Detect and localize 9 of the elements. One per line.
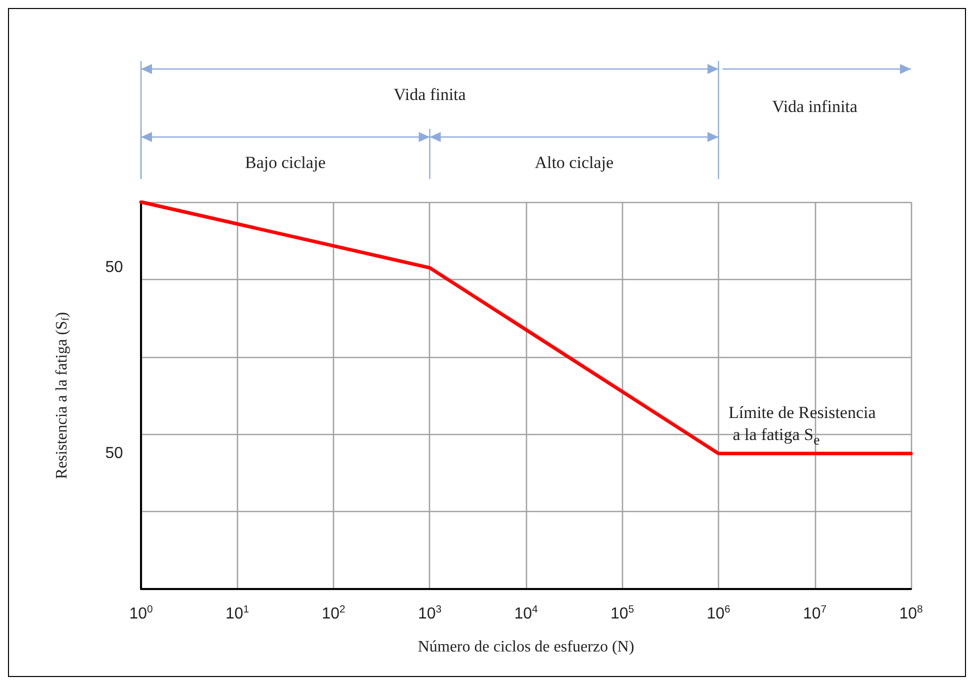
text: 50 (105, 444, 123, 464)
text: Bajo ciclaje (245, 153, 326, 172)
text: Alto ciclaje (534, 153, 614, 172)
text: 50 (105, 258, 123, 278)
text: Vida finita (394, 85, 466, 104)
text: Vida infinita (772, 97, 858, 116)
y-axis-title: Resistencia a la fatiga (Sf) (54, 312, 72, 479)
annotation: Límite de Resistencia a la fatiga S$_{e}$ (728, 402, 876, 450)
x-axis-title: Número de ciclos de esfuerzo (N) (418, 638, 634, 656)
